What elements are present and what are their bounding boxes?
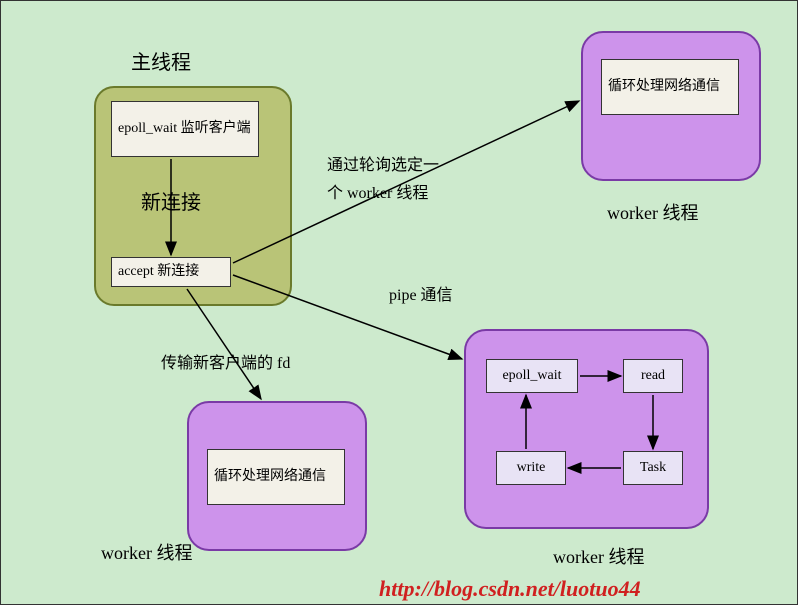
main_title-label: 主线程 [131, 46, 191, 75]
epoll_listen-box: epoll_wait 监听客户端 [111, 101, 259, 157]
watermark: http://blog.csdn.net/luotuo44 [379, 576, 641, 602]
bw_epoll-box: epoll_wait [486, 359, 578, 393]
worker_mid_cap-label: worker 线程 [101, 539, 192, 565]
bw_write-box: write [496, 451, 566, 485]
loop_top-text: 循环处理网络通信 [608, 76, 720, 98]
edge_fd-label: 传输新客户端的 fd [161, 349, 290, 373]
loop_top-box: 循环处理网络通信 [601, 59, 739, 115]
diagram-canvas: epoll_wait 监听客户端accept 新连接循环处理网络通信循环处理网络… [0, 0, 798, 605]
bw_task-text: Task [640, 457, 666, 479]
worker_big_cap-label: worker 线程 [553, 543, 644, 569]
edge_pipe-label: pipe 通信 [389, 281, 453, 305]
accept-box: accept 新连接 [111, 257, 231, 287]
loop_mid-text: 循环处理网络通信 [214, 466, 326, 488]
bw_task-box: Task [623, 451, 683, 485]
bw_read-box: read [623, 359, 683, 393]
edge_poll-line1: 通过轮询选定一 [327, 151, 439, 175]
new_conn-label: 新连接 [141, 186, 201, 215]
bw_read-text: read [641, 365, 665, 387]
epoll_listen-text: epoll_wait 监听客户端 [118, 118, 251, 140]
worker_top_cap-label: worker 线程 [607, 199, 698, 225]
edge_poll-label: 通过轮询选定一个 worker 线程 [327, 151, 439, 203]
bw_write-text: write [517, 457, 546, 479]
accept-text: accept 新连接 [118, 261, 199, 283]
edge_poll-line2: 个 worker 线程 [327, 179, 439, 203]
bw_epoll-text: epoll_wait [502, 365, 561, 387]
loop_mid-box: 循环处理网络通信 [207, 449, 345, 505]
